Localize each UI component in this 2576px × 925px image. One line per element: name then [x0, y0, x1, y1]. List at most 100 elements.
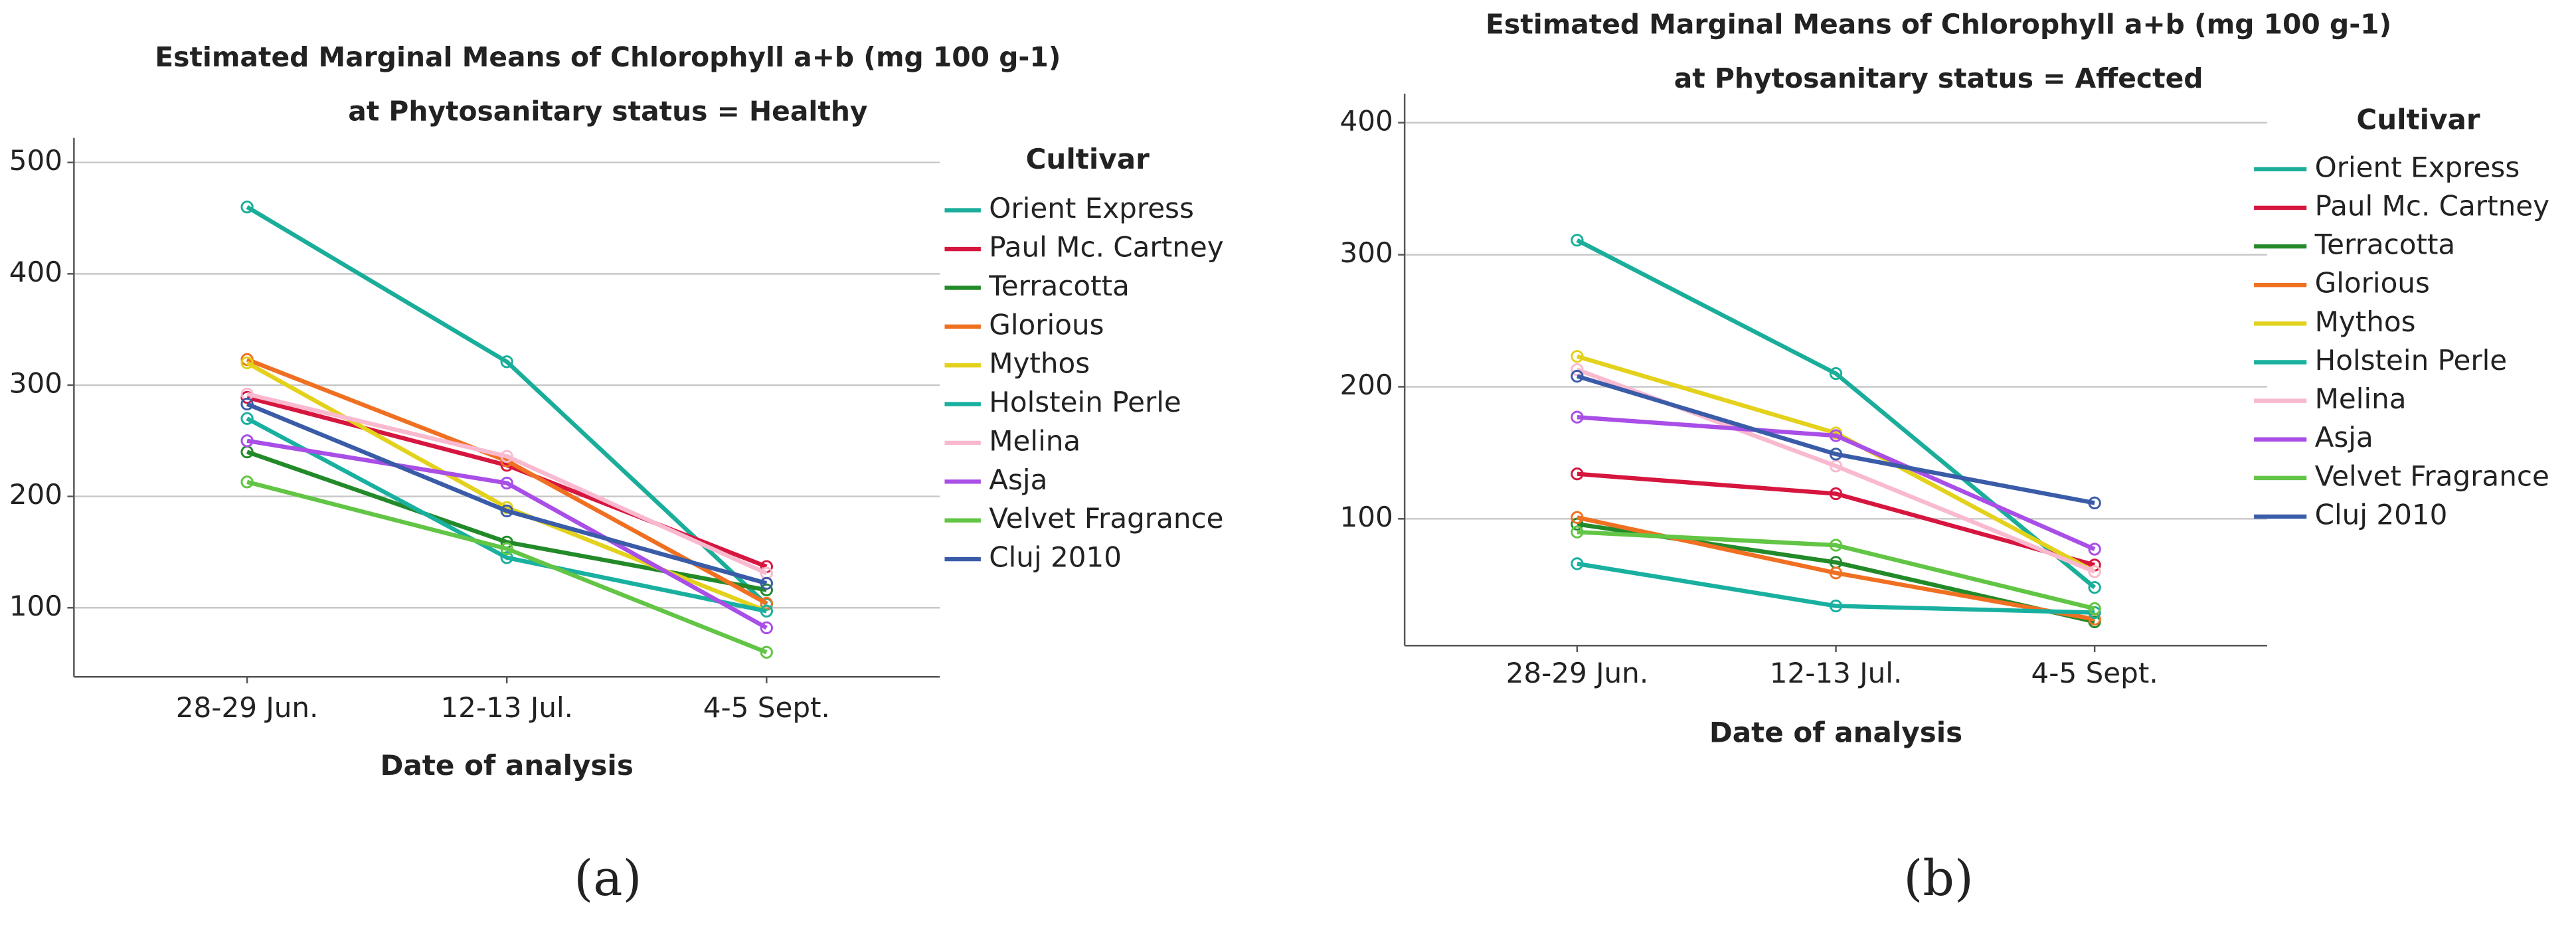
series-line — [1577, 414, 2096, 551]
legend-label: Cluj 2010 — [989, 541, 1122, 574]
data-point — [500, 504, 513, 518]
chart-subtitle: at Phytosanitary status = Healthy — [348, 96, 867, 127]
data-point — [240, 201, 254, 214]
series-line — [1577, 471, 2095, 568]
panel-caption: (a) — [574, 849, 642, 907]
legend-label: Holstein Perle — [2315, 344, 2508, 377]
data-point — [240, 434, 254, 448]
data-point — [1829, 429, 1843, 442]
legend-title: Cultivar — [2356, 104, 2480, 136]
legend-label: Melina — [989, 424, 1080, 457]
y-tick-label: 200 — [1340, 369, 1393, 401]
data-point — [240, 356, 254, 370]
data-point — [500, 355, 513, 369]
legend-title: Cultivar — [1026, 143, 1150, 175]
legend-label: Glorious — [2315, 267, 2430, 299]
data-point — [2088, 581, 2101, 594]
panel-caption: (b) — [1903, 849, 1973, 907]
legend-label: Velvet Fragrance — [989, 502, 1223, 535]
legend-label: Holstein Perle — [989, 386, 1181, 418]
series-line — [1577, 529, 2095, 611]
data-point — [1829, 566, 1843, 580]
series-line — [246, 438, 768, 630]
series-line — [1576, 354, 2096, 574]
legend-label: Glorious — [989, 308, 1104, 341]
legend-label: Asja — [989, 463, 1047, 496]
data-point — [2088, 496, 2101, 510]
series-line — [246, 479, 768, 655]
data-point — [240, 412, 254, 425]
x-tick-label: 12-13 Jul. — [440, 691, 573, 724]
data-point — [1829, 539, 1843, 552]
legend-label: Cluj 2010 — [2315, 499, 2448, 531]
legend-label: Paul Mc. Cartney — [989, 231, 1223, 264]
data-point — [240, 397, 254, 411]
series-line — [246, 402, 768, 586]
data-point — [2088, 543, 2101, 556]
legend-label: Terracotta — [2314, 228, 2456, 261]
series-line — [246, 205, 768, 606]
legend-label: Mythos — [2315, 305, 2416, 338]
data-point — [1571, 410, 1584, 424]
series-line — [1577, 561, 2095, 615]
y-tick-label: 300 — [9, 367, 62, 399]
data-point — [500, 551, 513, 564]
data-point — [1571, 350, 1584, 363]
legend-label: Mythos — [989, 347, 1090, 380]
data-point — [1571, 234, 1584, 247]
y-tick-label: 100 — [9, 590, 62, 622]
data-point — [1571, 467, 1584, 481]
series-line — [1576, 374, 2095, 505]
legend-label: Paul Mc. Cartney — [2315, 189, 2549, 222]
data-point — [760, 645, 773, 659]
y-tick-label: 400 — [9, 256, 62, 288]
y-tick-label: 500 — [9, 144, 62, 177]
data-point — [760, 576, 773, 590]
data-point — [240, 475, 254, 489]
data-point — [500, 542, 513, 556]
data-point — [760, 596, 773, 610]
series-line — [246, 416, 767, 614]
series-line — [246, 361, 768, 614]
data-point — [500, 450, 513, 463]
data-point — [1571, 511, 1584, 524]
data-point — [1571, 369, 1584, 383]
data-point — [1571, 525, 1584, 539]
data-point — [500, 476, 513, 490]
legend-label: Asja — [2315, 421, 2373, 454]
chart-title: Estimated Marginal Means of Chlorophyll … — [1486, 9, 2391, 41]
data-point — [760, 583, 773, 597]
legend-label: Orient Express — [989, 192, 1194, 224]
data-point — [2088, 565, 2101, 578]
data-point — [1829, 599, 1843, 613]
x-tick-label: 28-29 Jun. — [1506, 657, 1649, 689]
y-tick-label: 100 — [1340, 501, 1393, 533]
x-axis-title: Date of analysis — [381, 749, 634, 782]
y-tick-label: 200 — [9, 478, 62, 511]
data-point — [1571, 363, 1584, 377]
x-tick-label: 12-13 Jul. — [1770, 657, 1903, 689]
legend-label: Terracotta — [988, 270, 1130, 302]
y-tick-label: 300 — [1340, 236, 1393, 269]
series-line — [246, 450, 767, 592]
x-tick-label: 4-5 Sept. — [703, 691, 830, 724]
data-point — [760, 621, 773, 635]
data-point — [1829, 367, 1843, 380]
data-point — [1829, 460, 1843, 473]
x-tick-label: 4-5 Sept. — [2031, 657, 2158, 689]
chart-title: Estimated Marginal Means of Chlorophyll … — [155, 41, 1061, 73]
legend-label: Orient Express — [2315, 151, 2520, 183]
chart-subtitle: at Phytosanitary status = Affected — [1674, 62, 2203, 94]
series-line — [1576, 238, 2097, 590]
legend-label: Melina — [2315, 382, 2407, 415]
data-point — [1829, 487, 1843, 501]
data-point — [1571, 557, 1584, 570]
data-point — [1829, 448, 1843, 461]
y-tick-label: 400 — [1340, 104, 1393, 137]
x-axis-title: Date of analysis — [1709, 716, 1962, 748]
legend-label: Velvet Fragrance — [2315, 460, 2549, 492]
data-point — [760, 604, 773, 618]
series-line — [246, 392, 768, 576]
